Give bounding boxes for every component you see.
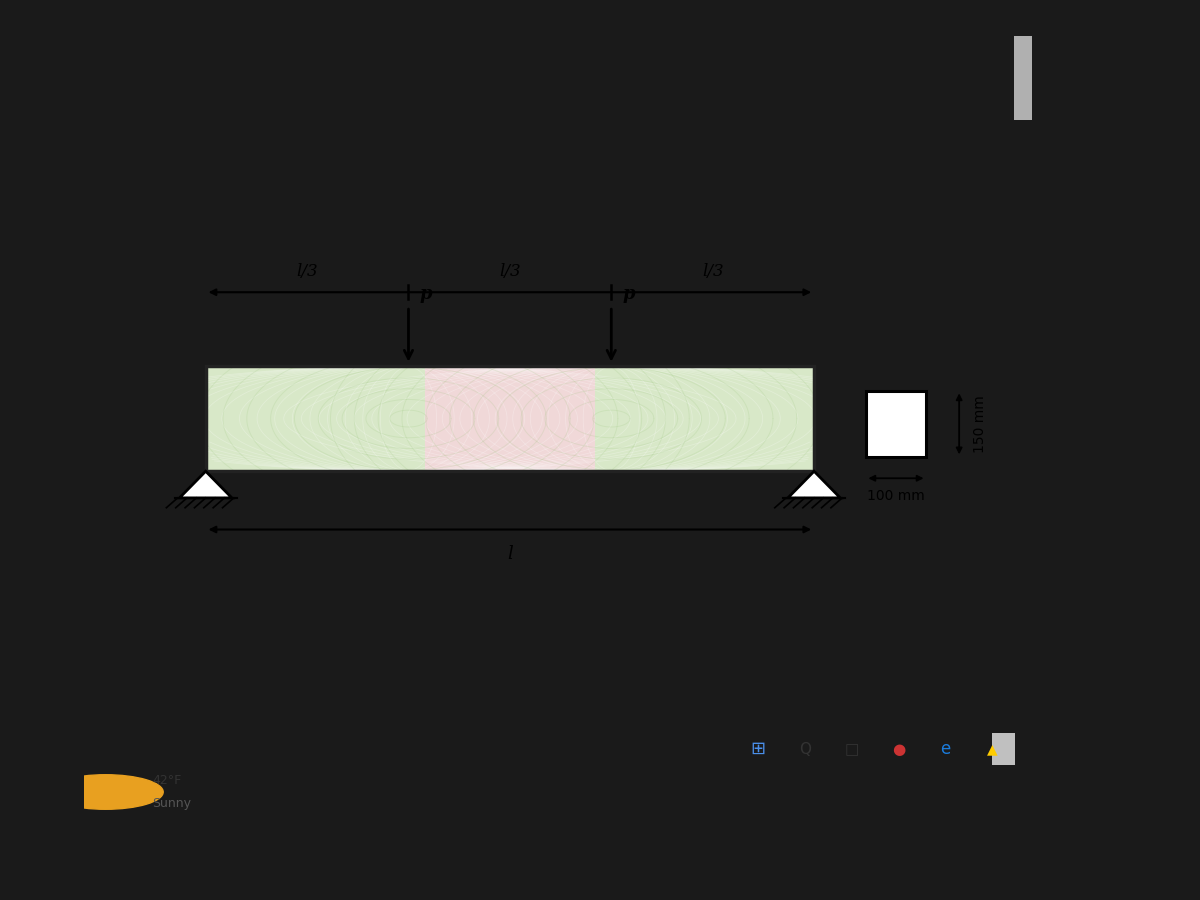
Text: l: l	[508, 545, 512, 563]
Text: l/3: l/3	[296, 263, 318, 280]
Text: e: e	[940, 740, 950, 758]
Text: □: □	[845, 742, 859, 757]
Text: Q: Q	[799, 742, 811, 757]
Bar	[1014, 36, 1032, 121]
Bar	[595, 366, 814, 472]
Polygon shape	[788, 472, 840, 498]
Text: "A simply supported unreinforced concrete test beam spanning 1.8 m shown in the : "A simply supported unreinforced concret…	[91, 60, 791, 76]
Text: Sunny: Sunny	[152, 797, 192, 810]
Text: p: p	[623, 284, 635, 302]
Text: ●: ●	[892, 742, 905, 757]
Bar	[992, 733, 1015, 765]
Text: ⊞: ⊞	[750, 740, 766, 758]
Text: below. The beam is of rectangular cross-section (100 mm width by 150 mm overall : below. The beam is of rectangular cross-…	[91, 104, 830, 119]
Text: l/3: l/3	[499, 263, 521, 280]
Circle shape	[48, 775, 163, 809]
Text: p: p	[420, 284, 432, 302]
Bar	[425, 366, 595, 472]
Text: was made of normal-density concrete. Determine the modulus of rupture ?(MPa)": was made of normal-density concrete. Det…	[91, 191, 725, 206]
Text: ▲: ▲	[986, 742, 997, 756]
Text: 100 mm: 100 mm	[868, 489, 925, 503]
Polygon shape	[180, 472, 232, 498]
Text: 42°F: 42°F	[152, 774, 181, 787]
Bar	[865, 391, 926, 457]
Bar	[205, 366, 425, 472]
Bar	[205, 366, 814, 472]
Text: beam failed when subjected to two-point loads of 4 kN as each, shown in the figu: beam failed when subjected to two-point …	[91, 148, 828, 163]
Text: 150 mm: 150 mm	[973, 395, 988, 453]
Text: l/3: l/3	[702, 263, 724, 280]
